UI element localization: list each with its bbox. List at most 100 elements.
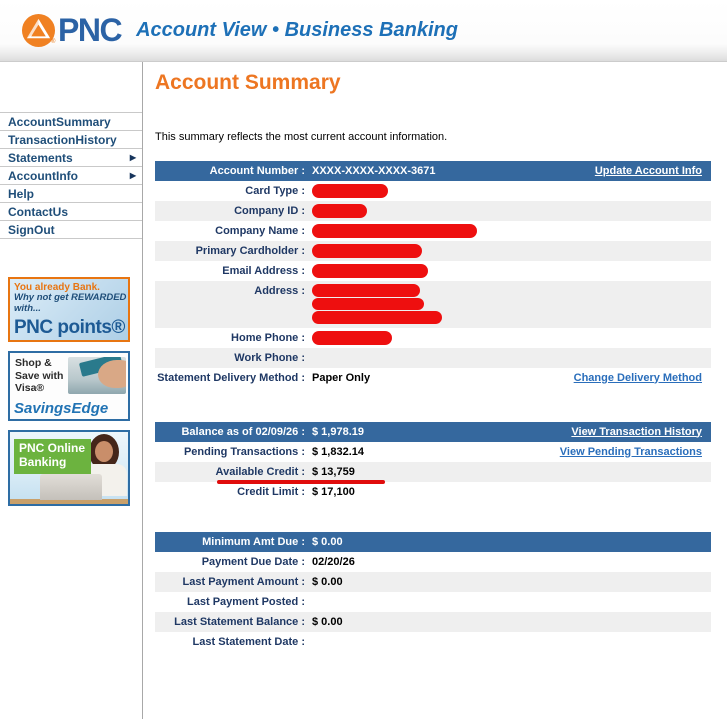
table-row: Available Credit : $ 13,759 bbox=[155, 461, 711, 484]
table-row: Last Payment Posted : bbox=[155, 592, 711, 612]
row-value-area: $ 17,100 bbox=[312, 486, 711, 498]
row-value-area: $ 0.00 bbox=[312, 616, 711, 628]
row-label: Last Payment Amount : bbox=[182, 575, 305, 588]
sidebar-item-label: TransactionHistory bbox=[8, 132, 117, 147]
redaction-pill bbox=[312, 330, 392, 345]
row-value-area: $ 0.00 bbox=[312, 576, 711, 588]
submenu-arrow-icon: ▶ bbox=[129, 153, 136, 162]
row-label: Address : bbox=[254, 285, 305, 297]
promo-line: You already Bank. bbox=[14, 282, 100, 293]
row-value-area: 02/20/26 bbox=[312, 556, 711, 568]
promo-green-badge: PNC Online Banking bbox=[14, 439, 92, 474]
row-value-area bbox=[312, 264, 711, 278]
hand-shape bbox=[98, 360, 126, 388]
row-label: Available Credit : bbox=[215, 465, 305, 478]
row-label: Primary Cardholder : bbox=[195, 245, 305, 257]
change-delivery-method-link[interactable]: Change Delivery Method bbox=[573, 371, 702, 384]
redaction-pill bbox=[312, 311, 442, 324]
promo-line: Why not get REWARDED bbox=[14, 292, 127, 303]
row-value-area bbox=[312, 281, 711, 328]
row-value: 02/20/26 bbox=[312, 555, 355, 568]
pnc-logo-icon bbox=[21, 13, 56, 48]
registered-mark: ® bbox=[51, 39, 56, 45]
sidebar-item-statements[interactable]: Statements ▶ bbox=[0, 149, 142, 167]
promo-online-banking[interactable]: PNC Online Banking bbox=[8, 430, 130, 506]
table-row: Email Address : bbox=[155, 261, 711, 281]
row-value-area bbox=[312, 184, 711, 198]
redaction-pill bbox=[312, 204, 367, 218]
minimum-due-table: Minimum Amt Due : $ 0.00 Payment Due Dat… bbox=[155, 531, 711, 652]
row-value-area: Paper Only bbox=[312, 372, 574, 384]
sidebar-item-label: ContactUs bbox=[8, 204, 69, 219]
promo-line: with... bbox=[14, 302, 41, 314]
sidebar-item-label: AccountSummary bbox=[8, 114, 111, 129]
row-label: Credit Limit : bbox=[237, 485, 305, 498]
promo-pnc-points[interactable]: You already Bank. Why not get REWARDED w… bbox=[8, 277, 130, 342]
promo-title: PNC points® bbox=[14, 316, 125, 338]
redaction-pill bbox=[312, 244, 422, 258]
summary-intro-text: This summary reflects the most current a… bbox=[155, 131, 448, 143]
row-label: Company Name : bbox=[215, 225, 305, 237]
sidebar-item-label: Statements bbox=[8, 150, 73, 165]
table-row: Home Phone : bbox=[155, 328, 711, 348]
table-row: Last Payment Amount : $ 0.00 bbox=[155, 571, 711, 592]
app-title: Account View • Business Banking bbox=[136, 19, 458, 41]
sidebar-item-accountsummary[interactable]: AccountSummary bbox=[0, 113, 142, 131]
redaction-pill bbox=[312, 264, 428, 278]
sidebar-item-help[interactable]: Help bbox=[0, 185, 142, 203]
promo-line: Banking bbox=[19, 454, 67, 469]
balance-table: Balance as of 02/09/26 : $ 1,978.19 View… bbox=[155, 421, 711, 502]
view-pending-transactions-link[interactable]: View Pending Transactions bbox=[559, 445, 702, 458]
promo-title: SavingsEdge bbox=[14, 400, 109, 417]
sidebar-item-signout[interactable]: SignOut bbox=[0, 221, 142, 239]
balance-value: $ 1,978.19 bbox=[312, 425, 364, 438]
row-label: Last Payment Posted : bbox=[187, 595, 305, 608]
row-label: Company ID : bbox=[234, 205, 305, 217]
redaction-pill bbox=[312, 184, 388, 198]
table-row: Credit Limit : $ 17,100 bbox=[155, 482, 711, 502]
red-underline-annotation bbox=[217, 479, 385, 484]
row-label: Card Type : bbox=[245, 185, 305, 197]
submenu-arrow-icon: ▶ bbox=[129, 171, 136, 180]
sidebar-item-transactionhistory[interactable]: TransactionHistory bbox=[0, 131, 142, 149]
row-value: $ 17,100 bbox=[312, 485, 355, 498]
sidebar-item-contactus[interactable]: ContactUs bbox=[0, 203, 142, 221]
credit-card-photo bbox=[68, 357, 126, 394]
balance-header-bar: Balance as of 02/09/26 : $ 1,978.19 View… bbox=[155, 421, 711, 442]
account-info-table: Account Number : XXXX-XXXX-XXXX-3671 Upd… bbox=[155, 161, 711, 388]
row-label: Last Statement Balance : bbox=[174, 615, 305, 628]
update-account-info-link[interactable]: Update Account Info bbox=[594, 165, 702, 177]
row-value: $ 0.00 bbox=[312, 575, 343, 588]
table-row: Last Statement Date : bbox=[155, 632, 711, 652]
pnc-logo: ® PNC bbox=[21, 12, 123, 49]
table-row: Card Type : bbox=[155, 181, 711, 201]
row-label: Work Phone : bbox=[234, 351, 305, 364]
table-row: Work Phone : bbox=[155, 347, 711, 368]
sidebar-item-label: SignOut bbox=[8, 222, 55, 237]
page-title: Account Summary bbox=[155, 71, 341, 94]
promo-visa-savingsedge[interactable]: Shop & Save with Visa® SavingsEdge bbox=[8, 351, 130, 421]
table-row: Address : bbox=[155, 281, 711, 328]
laptop-shape bbox=[40, 474, 102, 500]
table-row: Primary Cardholder : bbox=[155, 241, 711, 261]
promo-line: Visa® bbox=[15, 382, 45, 395]
table-row: Company ID : bbox=[155, 201, 711, 221]
main-content: Account Summary This summary reflects th… bbox=[143, 62, 727, 719]
table-row: Company Name : bbox=[155, 221, 711, 241]
row-label: Pending Transactions : bbox=[183, 445, 305, 458]
row-label: Home Phone : bbox=[231, 331, 305, 344]
woman-photo bbox=[95, 441, 113, 462]
row-value: $ 1,832.14 bbox=[312, 445, 364, 458]
view-transaction-history-link[interactable]: View Transaction History bbox=[571, 425, 702, 438]
table-row: Statement Delivery Method : Paper Only Cha… bbox=[155, 368, 711, 388]
row-value-area: $ 1,832.14 bbox=[312, 446, 560, 458]
account-number-value: XXXX-XXXX-XXXX-3671 bbox=[312, 165, 436, 177]
minimum-due-label: Minimum Amt Due : bbox=[202, 535, 305, 548]
redaction-pill bbox=[312, 284, 420, 297]
row-label: Statement Delivery Method : bbox=[157, 371, 305, 384]
account-number-header-bar: Account Number : XXXX-XXXX-XXXX-3671 Upd… bbox=[155, 161, 711, 181]
row-label: Last Statement Date : bbox=[192, 635, 305, 648]
sidebar-item-accountinfo[interactable]: AccountInfo ▶ bbox=[0, 167, 142, 185]
promo-line: Shop & bbox=[15, 357, 52, 369]
account-number-label: Account Number : bbox=[209, 165, 305, 177]
